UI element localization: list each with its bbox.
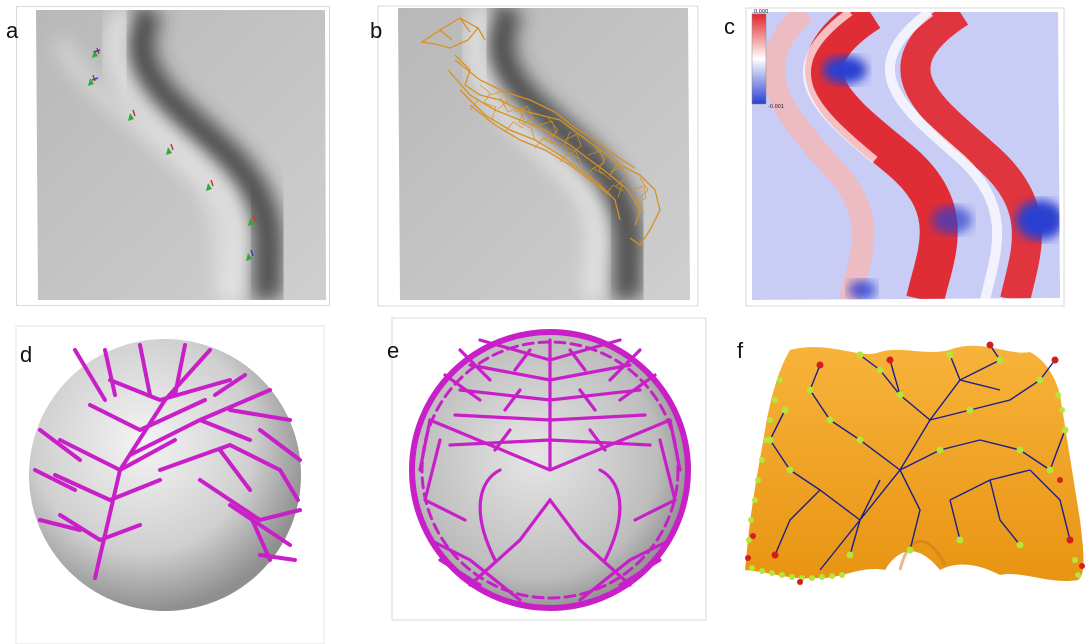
panel-c-label: c: [724, 14, 735, 39]
sphere-d: [29, 339, 301, 611]
panel-f-boundary-nodes: [746, 377, 1081, 581]
panel-d-label: d: [20, 342, 33, 367]
panel-f-nodes: [766, 341, 1074, 559]
colorbar: [751, 13, 767, 105]
panel-f-tree: [769, 344, 1071, 571]
panel-b-network: [420, 17, 661, 246]
panel-d-branches: [33, 343, 302, 580]
sphere-e: [410, 330, 690, 610]
panel-f-label: f: [737, 338, 744, 363]
panel-e-branches: [409, 329, 691, 611]
colorbar-min-label: -0.001: [768, 104, 785, 110]
terrain-surface: [745, 345, 1084, 582]
panel-a-label: a: [6, 18, 19, 43]
colorbar-max-label: 0.000: [754, 9, 769, 15]
panel-b-label: b: [370, 18, 383, 43]
panel-a-frame: [16, 6, 330, 306]
panel-e-label: e: [387, 338, 400, 363]
